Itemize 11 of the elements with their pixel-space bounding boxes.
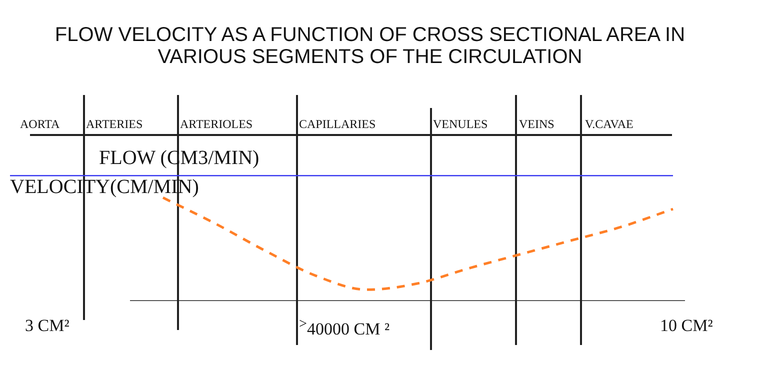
text: CAPILLARIES [299, 117, 376, 132]
text: ARTERIES [86, 117, 143, 132]
text: ARTERIOLES [180, 117, 253, 132]
text: 10 CM² [660, 316, 713, 336]
text: V.CAVAE [585, 117, 634, 132]
text: $^{>}$40000 CM ² [299, 316, 390, 340]
text: VENULES [433, 117, 488, 132]
chart-title: FLOW VELOCITY AS A FUNCTION OF CROSS SECTIONAL AREA IN VARIOUS SEGMENTS OF THE CIRCULATION [54, 24, 686, 68]
text: AORTA [20, 117, 60, 132]
text: VEINS [519, 117, 554, 132]
text: 3 CM² [25, 316, 70, 336]
